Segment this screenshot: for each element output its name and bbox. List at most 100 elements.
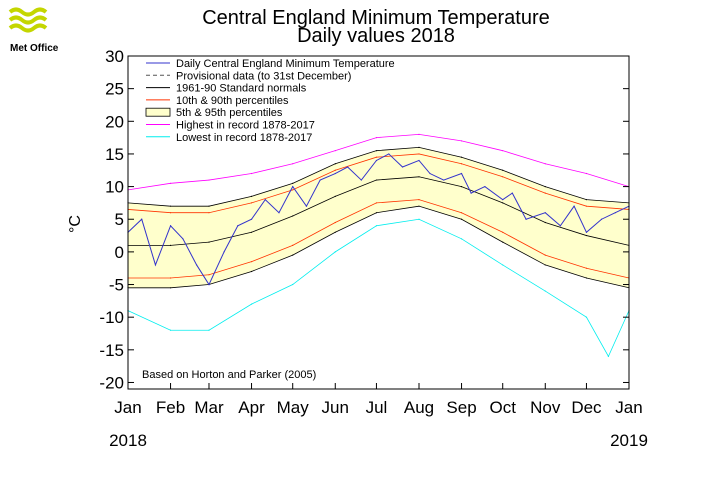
x-tick-label-12: Jan	[615, 398, 642, 417]
data-point-7-28	[511, 192, 513, 194]
data-point-6-6	[375, 225, 378, 227]
y-tick-label-5: 5	[115, 210, 124, 229]
data-point-1-2	[208, 205, 210, 207]
data-point-3-9	[502, 202, 504, 204]
data-point-7-7	[223, 251, 225, 253]
plot-frame	[127, 55, 630, 390]
data-point-7-30	[544, 212, 546, 214]
data-point-7-14	[319, 179, 321, 181]
legend-label-0: Daily Central England Minimum Temperatur…	[176, 58, 395, 70]
legend-label-3: 10th & 90th percentiles	[176, 95, 289, 107]
percentile-band-5-95	[128, 147, 629, 288]
data-point-1-3	[250, 195, 253, 197]
data-point-3-8	[460, 185, 463, 188]
data-point-6-7	[418, 218, 420, 220]
data-point-7-18	[375, 159, 378, 162]
y-tick-label-4: 10	[105, 178, 124, 197]
data-point-7-2	[154, 264, 157, 266]
data-point-2-1	[169, 212, 172, 214]
data-point-1-6	[375, 150, 378, 152]
data-point-7-4	[182, 238, 184, 240]
y-tick-label-8: -10	[99, 308, 124, 327]
data-point-3-11	[585, 234, 588, 237]
plot-area	[127, 55, 630, 390]
data-point-5-5	[334, 231, 336, 233]
data-point-6-8	[460, 238, 463, 240]
data-point-2-5	[334, 169, 336, 171]
data-point-2-2	[208, 212, 210, 214]
data-point-0-5	[334, 150, 336, 152]
logo-wave-icon-1	[8, 7, 48, 17]
data-point-6-9	[502, 264, 504, 266]
data-point-5-8	[460, 218, 463, 220]
x-tick-label-9: Oct	[489, 398, 516, 417]
data-point-7-24	[460, 172, 463, 175]
x-tick-label-7: Aug	[404, 398, 434, 417]
data-point-5-11	[585, 277, 588, 279]
data-point-7-16	[347, 166, 349, 168]
chart-title: Central England Minimum Temperature	[202, 7, 550, 29]
data-point-6-1	[169, 329, 172, 331]
data-point-6-4	[292, 283, 294, 286]
y-tick-label-10: -20	[99, 373, 124, 392]
data-point-0-8	[460, 140, 463, 142]
data-point-7-23	[443, 179, 445, 181]
data-point-3-3	[250, 231, 253, 233]
y-axis-label: °C	[67, 215, 84, 233]
x-tick-label-6: Jul	[366, 398, 388, 417]
data-point-0-10	[544, 163, 546, 165]
data-point-1-9	[502, 169, 504, 171]
data-point-2-11	[585, 205, 588, 207]
y-tick-label-2: 20	[105, 112, 124, 131]
data-point-0-4	[292, 163, 294, 165]
data-point-7-15	[334, 172, 336, 175]
chart-subtitle: Daily values 2018	[297, 25, 455, 47]
data-point-6-5	[334, 251, 336, 253]
data-point-4-10	[544, 254, 546, 256]
data-point-3-10	[544, 221, 546, 224]
data-point-7-13	[305, 205, 308, 207]
data-point-2-10	[544, 192, 546, 194]
legend-label-6: Lowest in record 1878-2017	[176, 132, 312, 144]
data-point-7-9	[250, 218, 253, 220]
x-tick-label-11: Dec	[571, 398, 602, 417]
data-point-5-6	[375, 212, 378, 214]
data-point-7-19	[388, 153, 390, 155]
logo-wave-icon-2	[8, 15, 48, 25]
data-point-0-7	[418, 133, 420, 135]
data-point-5-10	[544, 264, 546, 266]
y-tick-label-7: -5	[109, 276, 124, 295]
logo-text: Met Office	[10, 43, 59, 54]
data-point-7-35	[614, 212, 616, 214]
data-point-7-12	[292, 185, 294, 188]
x-tick-label-2: Mar	[194, 398, 224, 417]
legend-label-5: Highest in record 1878-2017	[176, 120, 315, 132]
x-tick-label-10: Nov	[530, 398, 561, 417]
data-point-7-31	[559, 225, 561, 227]
data-point-1-10	[544, 185, 546, 188]
data-point-7-1	[141, 218, 143, 220]
x-tick-label-5: Jun	[322, 398, 349, 417]
data-point-7-32	[573, 205, 575, 207]
data-point-7-10	[264, 199, 266, 201]
data-point-0-6	[375, 137, 378, 139]
data-point-3-1	[169, 244, 172, 246]
data-point-5-3	[250, 270, 253, 273]
data-point-2-7	[418, 153, 420, 155]
data-point-7-21	[418, 159, 420, 162]
data-point-7-29	[525, 218, 527, 220]
data-point-4-4	[292, 244, 294, 246]
data-point-6-11	[585, 316, 588, 318]
data-point-4-7	[418, 199, 420, 201]
data-point-3-6	[375, 179, 378, 181]
data-point-3-4	[292, 215, 294, 217]
data-point-2-4	[292, 189, 294, 191]
data-point-0-11	[585, 172, 588, 175]
data-point-2-3	[250, 202, 253, 204]
data-point-5-4	[292, 254, 294, 256]
y-tick-label-1: 25	[105, 80, 124, 99]
y-tick-label-6: 0	[115, 243, 124, 262]
logo-wave-icon-3	[8, 23, 48, 33]
data-point-7-20	[401, 166, 404, 168]
